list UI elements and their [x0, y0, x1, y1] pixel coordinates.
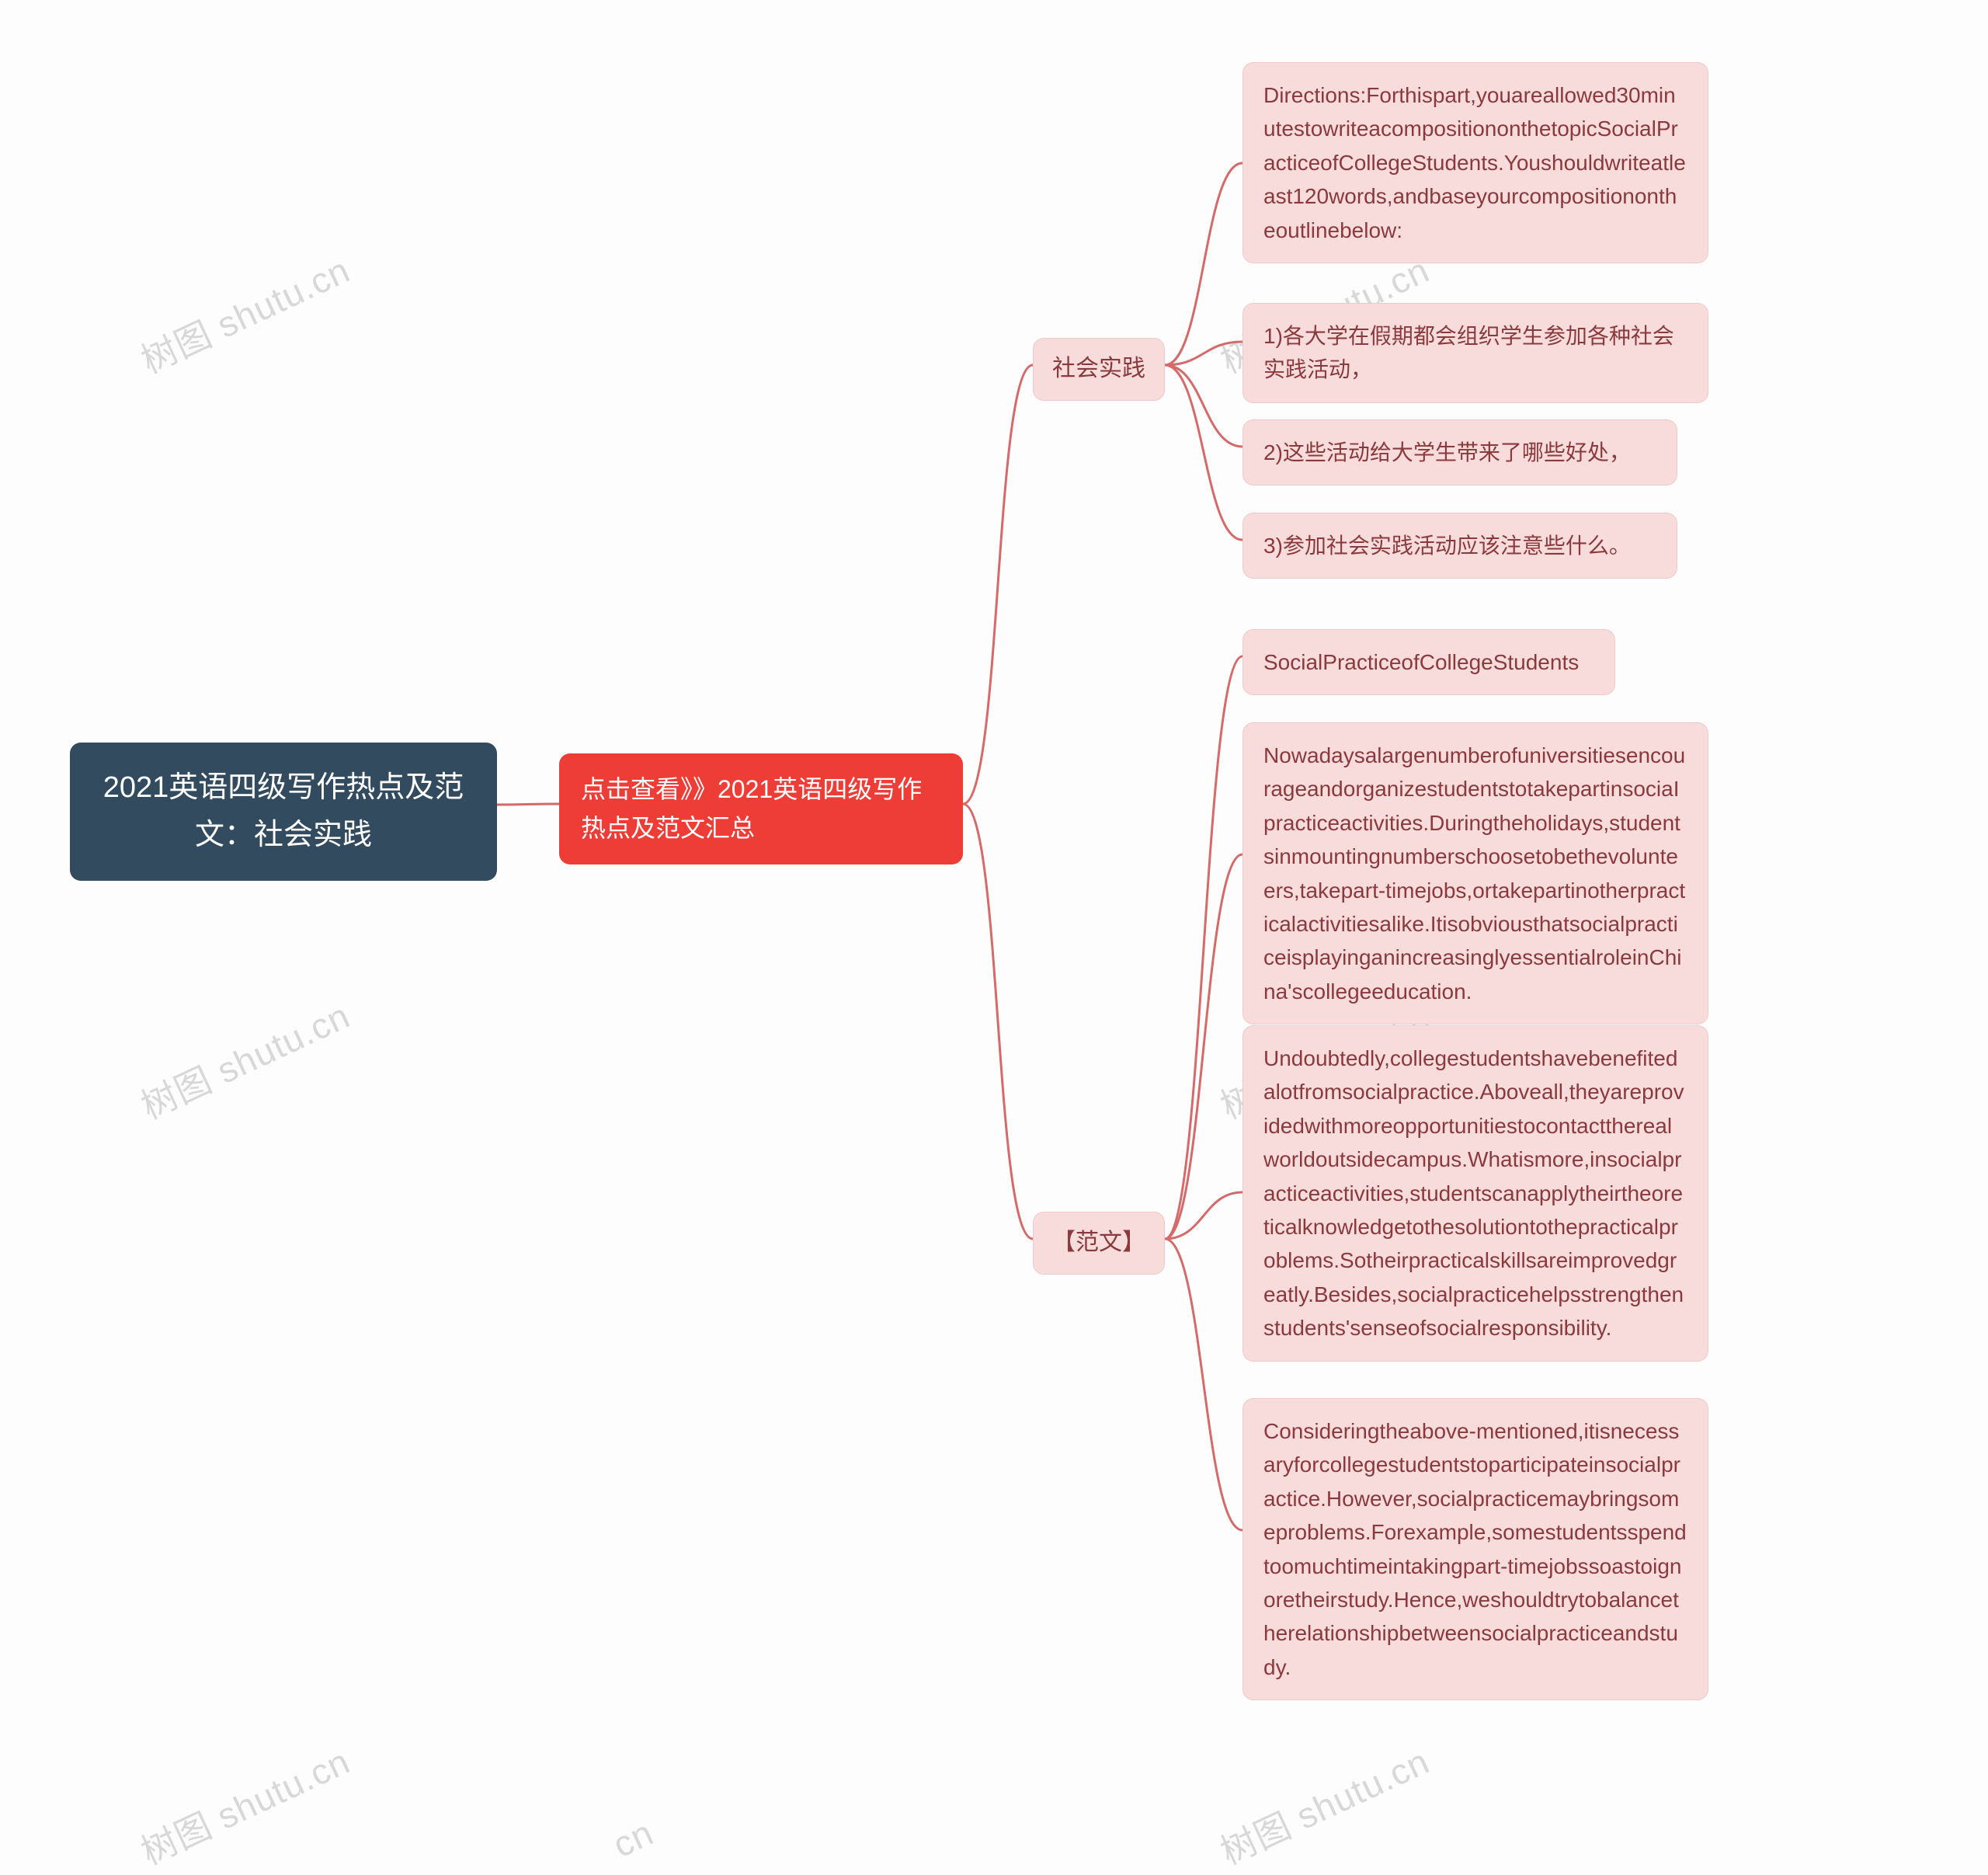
branch-node[interactable]: 点击查看》》2021英语四级写作热点及范文汇总 — [559, 753, 963, 864]
root-label: 2021英语四级写作热点及范文：社会实践 — [103, 771, 464, 851]
watermark: 树图 shutu.cn — [132, 242, 357, 384]
branch-label: 点击查看》》2021英语四级写作热点及范文汇总 — [581, 775, 922, 842]
root-node[interactable]: 2021英语四级写作热点及范文：社会实践 — [70, 743, 497, 881]
watermark: cn — [606, 1811, 660, 1866]
leaf-node[interactable]: Undoubtedly,collegestudentshavebenefited… — [1242, 1025, 1708, 1362]
leaf-text: 2)这些活动给大学生带来了哪些好处， — [1263, 440, 1631, 464]
leaf-node[interactable]: 2)这些活动给大学生带来了哪些好处， — [1242, 419, 1677, 485]
leaf-text: Undoubtedly,collegestudentshavebenefited… — [1263, 1046, 1684, 1340]
leaf-node[interactable]: 3)参加社会实践活动应该注意些什么。 — [1242, 513, 1677, 579]
leaf-text: Directions:Forthispart,youareallowed30mi… — [1263, 83, 1686, 242]
leaf-text: 3)参加社会实践活动应该注意些什么。 — [1263, 534, 1631, 558]
watermark: 树图 shutu.cn — [132, 1734, 357, 1875]
mid-label: 【范文】 — [1052, 1230, 1145, 1255]
leaf-node[interactable]: SocialPracticeofCollegeStudents — [1242, 629, 1615, 695]
watermark: 树图 shutu.cn — [1211, 1734, 1437, 1875]
leaf-node[interactable]: Nowadaysalargenumberofuniversitiesencour… — [1242, 722, 1708, 1024]
leaf-node[interactable]: Directions:Forthispart,youareallowed30mi… — [1242, 62, 1708, 263]
mid-node-practice[interactable]: 社会实践 — [1033, 338, 1165, 401]
leaf-text: Nowadaysalargenumberofuniversitiesencour… — [1263, 743, 1685, 1004]
leaf-node[interactable]: Consideringtheabove-mentioned,itisnecess… — [1242, 1398, 1708, 1700]
mid-label: 社会实践 — [1052, 356, 1145, 381]
leaf-text: 1)各大学在假期都会组织学生参加各种社会实践活动， — [1263, 324, 1674, 381]
watermark: 树图 shutu.cn — [132, 988, 357, 1129]
leaf-text: Consideringtheabove-mentioned,itisnecess… — [1263, 1419, 1687, 1679]
mid-node-sample[interactable]: 【范文】 — [1033, 1212, 1165, 1275]
leaf-text: SocialPracticeofCollegeStudents — [1263, 650, 1579, 674]
leaf-node[interactable]: 1)各大学在假期都会组织学生参加各种社会实践活动， — [1242, 303, 1708, 403]
